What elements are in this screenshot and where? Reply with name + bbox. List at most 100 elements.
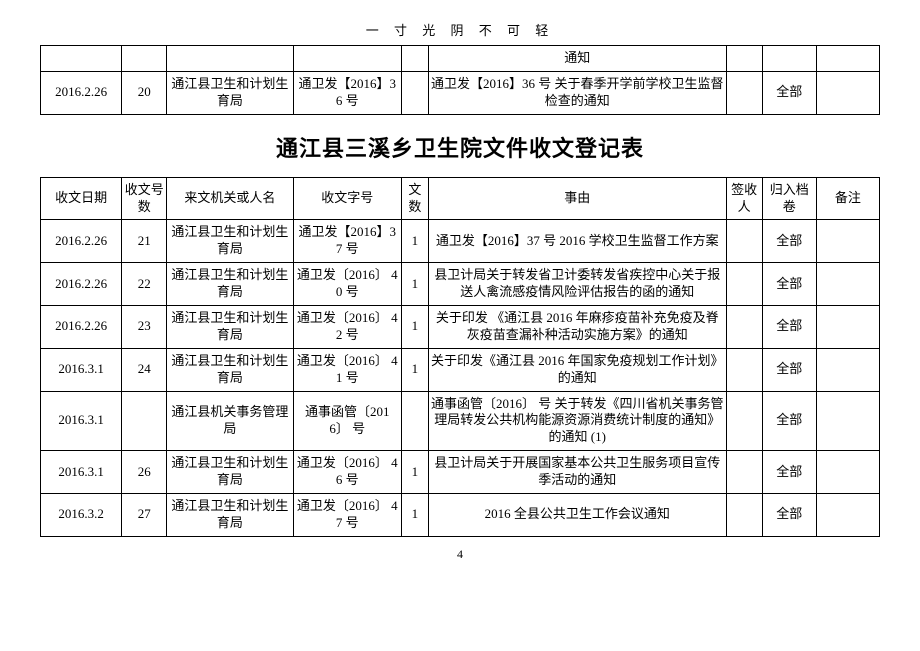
col-header-count: 文数 (401, 177, 428, 220)
cell (816, 306, 879, 349)
cell: 通江县卫生和计划生育局 (167, 71, 293, 114)
cell: 1 (401, 306, 428, 349)
cell: 通卫发【2016】37 号 (293, 220, 401, 263)
table-row: 2016.2.2622通江县卫生和计划生育局通卫发〔2016〕 40 号1县卫计… (41, 263, 880, 306)
cell: 通卫发【2016】36 号 关于春季开学前学校卫生监督检查的通知 (428, 71, 726, 114)
table-header-row: 收文日期 收文号数 来文机关或人名 收文字号 文数 事由 签收人 归入档卷 备注 (41, 177, 880, 220)
cell: 县卫计局关于开展国家基本公共卫生服务项目宣传季活动的通知 (428, 451, 726, 494)
cell: 通卫发【2016】36 号 (293, 71, 401, 114)
cell: 通江县卫生和计划生育局 (167, 263, 293, 306)
table-row: 2016.3.227通江县卫生和计划生育局通卫发〔2016〕 47 号12016… (41, 494, 880, 537)
cell: 通卫发〔2016〕 40 号 (293, 263, 401, 306)
cell (726, 220, 762, 263)
cell: 26 (122, 451, 167, 494)
cell: 县卫计局关于转发省卫计委转发省疾控中心关于报送人禽流感疫情风险评估报告的函的通知 (428, 263, 726, 306)
cell (726, 451, 762, 494)
col-header-note: 备注 (816, 177, 879, 220)
cell: 1 (401, 494, 428, 537)
cell: 通事函管〔2016〕 号 (293, 391, 401, 451)
cell: 1 (401, 263, 428, 306)
table-row: 2016.3.1 通江县机关事务管理局通事函管〔2016〕 号通事函管〔2016〕… (41, 391, 880, 451)
col-header-num: 收文号数 (122, 177, 167, 220)
top-fragment-table: 通知 2016.2.26 20 通江县卫生和计划生育局 通卫发【2016】36 … (40, 45, 880, 115)
cell: 通江县卫生和计划生育局 (167, 494, 293, 537)
cell (41, 46, 122, 72)
col-header-file: 归入档卷 (762, 177, 816, 220)
page-header-motto: 一 寸 光 阴 不 可 轻 (40, 20, 880, 39)
cell (816, 348, 879, 391)
table-row: 2016.2.26 20 通江县卫生和计划生育局 通卫发【2016】36 号 通… (41, 71, 880, 114)
cell (401, 391, 428, 451)
cell: 关于印发《通江县 2016 年国家免疫规划工作计划》的通知 (428, 348, 726, 391)
cell (122, 46, 167, 72)
col-header-org: 来文机关或人名 (167, 177, 293, 220)
cell: 通卫发〔2016〕 42 号 (293, 306, 401, 349)
cell: 全部 (762, 263, 816, 306)
cell: 2016 全县公共卫生工作会议通知 (428, 494, 726, 537)
cell (726, 71, 762, 114)
cell: 1 (401, 451, 428, 494)
col-header-docnum: 收文字号 (293, 177, 401, 220)
cell: 2016.2.26 (41, 306, 122, 349)
main-registry-table: 收文日期 收文号数 来文机关或人名 收文字号 文数 事由 签收人 归入档卷 备注… (40, 177, 880, 537)
table-row: 2016.2.2621通江县卫生和计划生育局通卫发【2016】37 号1通卫发【… (41, 220, 880, 263)
cell: 全部 (762, 220, 816, 263)
cell: 23 (122, 306, 167, 349)
cell: 2016.2.26 (41, 220, 122, 263)
cell: 通卫发〔2016〕 47 号 (293, 494, 401, 537)
col-header-sign: 签收人 (726, 177, 762, 220)
cell (816, 46, 879, 72)
cell: 通卫发〔2016〕 41 号 (293, 348, 401, 391)
cell: 20 (122, 71, 167, 114)
cell: 全部 (762, 494, 816, 537)
cell: 全部 (762, 348, 816, 391)
cell (726, 46, 762, 72)
cell: 21 (122, 220, 167, 263)
cell: 通江县卫生和计划生育局 (167, 348, 293, 391)
cell (122, 391, 167, 451)
cell: 全部 (762, 71, 816, 114)
cell: 2016.2.26 (41, 71, 122, 114)
page-number: 4 (40, 547, 880, 562)
cell (401, 46, 428, 72)
cell: 27 (122, 494, 167, 537)
cell: 通卫发【2016】37 号 2016 学校卫生监督工作方案 (428, 220, 726, 263)
cell: 通江县卫生和计划生育局 (167, 306, 293, 349)
cell (816, 494, 879, 537)
cell: 1 (401, 220, 428, 263)
cell: 2016.3.1 (41, 391, 122, 451)
cell: 关于印发 《通江县 2016 年麻疹疫苗补充免疫及脊灰疫苗查漏补种活动实施方案》… (428, 306, 726, 349)
cell: 22 (122, 263, 167, 306)
cell (816, 263, 879, 306)
cell (726, 306, 762, 349)
main-title: 通江县三溪乡卫生院文件收文登记表 (40, 131, 880, 163)
cell (167, 46, 293, 72)
cell (762, 46, 816, 72)
cell: 通知 (428, 46, 726, 72)
cell (726, 348, 762, 391)
cell (401, 71, 428, 114)
cell (816, 71, 879, 114)
cell (816, 391, 879, 451)
cell: 2016.3.2 (41, 494, 122, 537)
cell: 通卫发〔2016〕 46 号 (293, 451, 401, 494)
cell (816, 220, 879, 263)
cell: 1 (401, 348, 428, 391)
table-row: 通知 (41, 46, 880, 72)
col-header-date: 收文日期 (41, 177, 122, 220)
cell (726, 263, 762, 306)
cell: 2016.3.1 (41, 451, 122, 494)
cell: 通事函管〔2016〕 号 关于转发《四川省机关事务管理局转发公共机构能源资源消费… (428, 391, 726, 451)
cell: 全部 (762, 451, 816, 494)
table-row: 2016.2.2623通江县卫生和计划生育局通卫发〔2016〕 42 号1关于印… (41, 306, 880, 349)
cell: 2016.2.26 (41, 263, 122, 306)
cell: 通江县卫生和计划生育局 (167, 220, 293, 263)
cell: 全部 (762, 391, 816, 451)
cell (816, 451, 879, 494)
cell (726, 391, 762, 451)
cell: 2016.3.1 (41, 348, 122, 391)
cell (726, 494, 762, 537)
cell: 通江县机关事务管理局 (167, 391, 293, 451)
table-row: 2016.3.124通江县卫生和计划生育局通卫发〔2016〕 41 号1关于印发… (41, 348, 880, 391)
col-header-reason: 事由 (428, 177, 726, 220)
